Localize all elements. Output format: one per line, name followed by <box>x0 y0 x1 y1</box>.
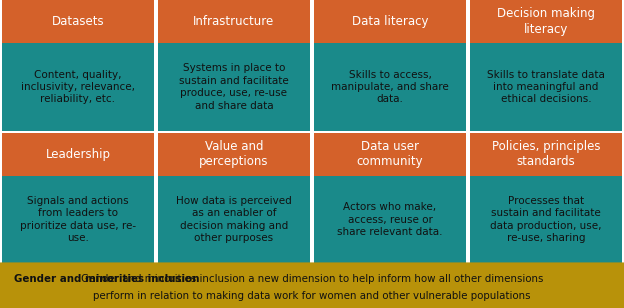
Text: Gender and minorities inclusion: Gender and minorities inclusion <box>14 274 199 284</box>
FancyBboxPatch shape <box>470 176 622 263</box>
FancyBboxPatch shape <box>158 43 310 131</box>
FancyBboxPatch shape <box>470 43 622 131</box>
Text: Policies, principles
standards: Policies, principles standards <box>492 140 600 168</box>
FancyBboxPatch shape <box>2 43 154 131</box>
Text: Content, quality,
inclusivity, relevance,
reliability, etc.: Content, quality, inclusivity, relevance… <box>21 70 135 104</box>
Text: Signals and actions
from leaders to
prioritize data use, re-
use.: Signals and actions from leaders to prio… <box>20 196 136 243</box>
Text: Gender and minorities inclusion a new dimension to help inform how all other dim: Gender and minorities inclusion a new di… <box>81 274 543 284</box>
FancyBboxPatch shape <box>2 0 154 43</box>
FancyBboxPatch shape <box>314 43 466 131</box>
FancyBboxPatch shape <box>470 0 622 43</box>
FancyBboxPatch shape <box>158 132 310 176</box>
Text: Processes that
sustain and facilitate
data production, use,
re-use, sharing: Processes that sustain and facilitate da… <box>490 196 602 243</box>
Text: Value and
perceptions: Value and perceptions <box>199 140 269 168</box>
FancyBboxPatch shape <box>2 132 154 176</box>
Text: perform in relation to making data work for women and other vulnerable populatio: perform in relation to making data work … <box>93 291 531 301</box>
FancyBboxPatch shape <box>0 262 624 308</box>
FancyBboxPatch shape <box>2 176 154 263</box>
Text: Infrastructure: Infrastructure <box>193 15 275 28</box>
FancyBboxPatch shape <box>158 0 310 43</box>
Text: Leadership: Leadership <box>46 148 110 161</box>
Text: Decision making
literacy: Decision making literacy <box>497 7 595 36</box>
FancyBboxPatch shape <box>158 176 310 263</box>
FancyBboxPatch shape <box>470 132 622 176</box>
Text: Skills to translate data
into meaningful and
ethical decisions.: Skills to translate data into meaningful… <box>487 70 605 104</box>
Text: Data user
community: Data user community <box>357 140 423 168</box>
Text: Actors who make,
access, reuse or
share relevant data.: Actors who make, access, reuse or share … <box>337 202 443 237</box>
FancyBboxPatch shape <box>314 132 466 176</box>
FancyBboxPatch shape <box>314 176 466 263</box>
FancyBboxPatch shape <box>314 0 466 43</box>
Text: How data is perceived
as an enabler of
decision making and
other purposes: How data is perceived as an enabler of d… <box>176 196 292 243</box>
Text: Skills to access,
manipulate, and share
data.: Skills to access, manipulate, and share … <box>331 70 449 104</box>
Text: Data literacy: Data literacy <box>352 15 428 28</box>
Text: Datasets: Datasets <box>52 15 104 28</box>
Text: Systems in place to
sustain and facilitate
produce, use, re-use
and share data: Systems in place to sustain and facilita… <box>179 63 289 111</box>
